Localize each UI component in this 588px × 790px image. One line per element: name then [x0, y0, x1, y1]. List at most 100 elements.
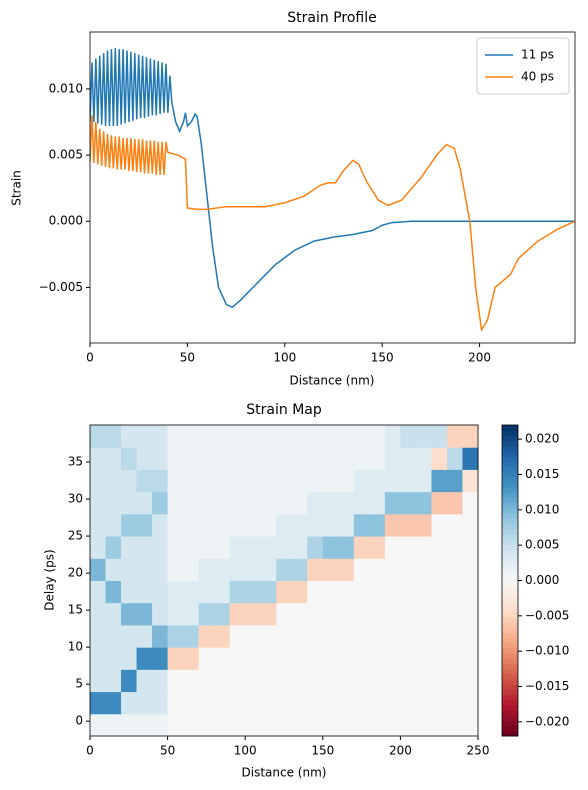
heatmap-cell	[415, 558, 432, 581]
y-axis-label: Delay (ps)	[43, 549, 57, 610]
heatmap-cell	[152, 469, 169, 493]
heatmap-cell	[446, 580, 463, 604]
colorbar-segment	[502, 435, 518, 442]
colorbar-segment	[502, 663, 518, 670]
heatmap-cell	[446, 447, 463, 470]
heatmap-cell	[105, 469, 122, 493]
heatmap-cell	[353, 469, 370, 493]
heatmap-cell	[167, 580, 184, 604]
heatmap-cell	[198, 513, 215, 537]
heatmap-cell	[90, 669, 107, 693]
heatmap-cell	[183, 536, 200, 559]
heatmap-cell	[384, 425, 401, 448]
heatmap-cell	[198, 691, 215, 715]
heatmap-cell	[105, 447, 122, 470]
heatmap-cell	[369, 558, 386, 581]
heatmap-cell	[431, 536, 448, 559]
x-axis-label: Distance (nm)	[290, 374, 375, 388]
heatmap-cell	[307, 513, 324, 537]
heatmap-cell	[291, 647, 308, 670]
heatmap-cell	[198, 447, 215, 470]
heatmap-cell	[431, 669, 448, 693]
heatmap-cell	[152, 647, 169, 670]
heatmap-cell	[307, 602, 324, 626]
heatmap-cell	[214, 602, 231, 626]
heatmap-cell	[183, 602, 200, 626]
heatmap-cell	[384, 624, 401, 648]
heatmap-cell	[90, 491, 107, 515]
heatmap-cell	[446, 491, 463, 515]
heatmap-cell	[369, 669, 386, 693]
heatmap-cell	[462, 580, 479, 604]
heatmap-cell	[338, 624, 355, 648]
heatmap-cell	[198, 425, 215, 448]
heatmap-cell	[245, 713, 262, 737]
heatmap-cell	[214, 536, 231, 559]
heatmap-cell	[152, 602, 169, 626]
heatmap-cell	[353, 602, 370, 626]
heatmap-cell	[415, 425, 432, 448]
heatmap-cell	[400, 447, 417, 470]
heatmap-cell	[90, 513, 107, 537]
colorbar-segment	[502, 425, 518, 431]
colorbar-tick-label: 0.020	[525, 432, 559, 446]
heatmap-cell	[167, 536, 184, 559]
y-tick-label: 0	[75, 714, 83, 728]
heatmap-cell	[276, 647, 293, 670]
heatmap-cell	[183, 513, 200, 537]
heatmap-cell	[338, 447, 355, 470]
heatmap-cell	[338, 669, 355, 693]
heatmap-cell	[400, 513, 417, 537]
colorbar-segment	[502, 575, 518, 581]
heatmap-cell	[353, 425, 370, 448]
colorbar-segment	[502, 590, 518, 597]
colorbar-segment	[502, 730, 518, 737]
colorbar-segment	[502, 637, 518, 644]
colorbar-segment	[502, 647, 518, 654]
heatmap-cell	[322, 425, 339, 448]
heatmap-cell	[369, 647, 386, 670]
colorbar-segment	[502, 580, 518, 587]
heatmap-cell	[431, 447, 448, 470]
x-tick-label: 200	[389, 744, 412, 758]
heatmap-cell	[183, 624, 200, 648]
colorbar-tick-label: −0.015	[525, 679, 569, 693]
heatmap-cell	[446, 425, 463, 448]
heatmap-cell	[260, 491, 277, 515]
heatmap-cell	[198, 491, 215, 515]
heatmap-cell	[384, 580, 401, 604]
heatmap-cell	[415, 447, 432, 470]
heatmap-cell	[229, 425, 246, 448]
heatmap-cell	[353, 536, 370, 559]
colorbar-segment	[502, 549, 518, 556]
plot-frame	[89, 31, 576, 344]
heatmap-cell	[121, 669, 138, 693]
heatmap-cell	[229, 602, 246, 626]
heatmap-cell	[105, 513, 122, 537]
heatmap-cell	[446, 669, 463, 693]
heatmap-cell	[167, 691, 184, 715]
heatmap-cell	[214, 580, 231, 604]
colorbar-segment	[502, 627, 518, 633]
y-axis-label: Strain	[10, 170, 24, 206]
heatmap-cell	[260, 558, 277, 581]
chart-title: Strain Map	[246, 402, 322, 418]
heatmap-cell	[183, 647, 200, 670]
heatmap-cell	[198, 580, 215, 604]
heatmap-cell	[322, 536, 339, 559]
heatmap-cell	[136, 447, 153, 470]
heatmap-cell	[353, 713, 370, 737]
heatmap-cell	[90, 647, 107, 670]
heatmap-cell	[353, 624, 370, 648]
x-axis-label: Distance (nm)	[242, 766, 327, 780]
heatmap-cell	[415, 513, 432, 537]
heatmap-cell	[415, 691, 432, 715]
heatmap-cell	[260, 580, 277, 604]
colorbar-segment	[502, 440, 518, 447]
heatmap-cell	[338, 602, 355, 626]
heatmap-cell	[167, 491, 184, 515]
heatmap-cell	[462, 513, 479, 537]
colorbar-segment	[502, 689, 518, 696]
heatmap-cell	[338, 580, 355, 604]
